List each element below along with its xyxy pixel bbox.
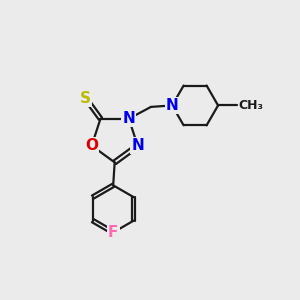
Text: O: O [85,138,98,153]
Text: S: S [80,91,91,106]
Text: N: N [122,111,135,126]
Text: F: F [108,225,119,240]
Text: N: N [166,98,178,113]
Text: CH₃: CH₃ [238,99,263,112]
Text: N: N [131,138,144,153]
